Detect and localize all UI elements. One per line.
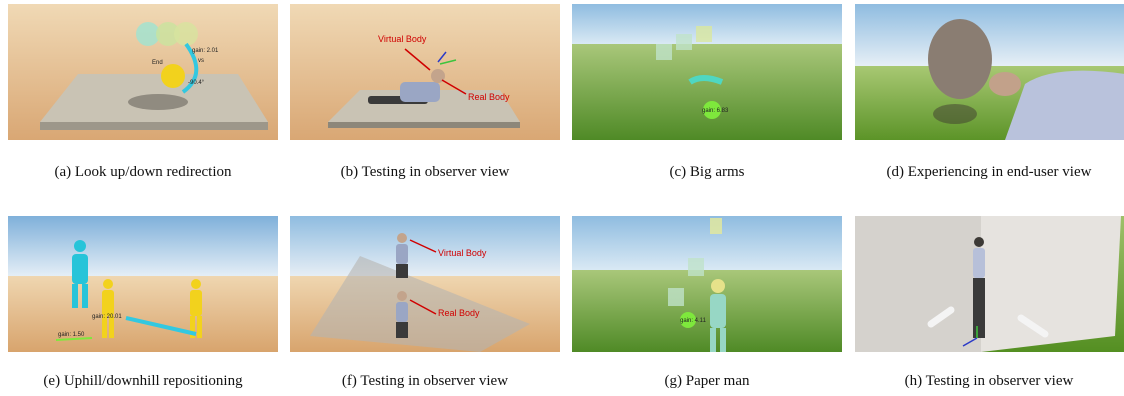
green-head-icon [680, 312, 696, 328]
real-body-label: Real Body [438, 308, 480, 318]
real-body-label: Real Body [468, 92, 510, 102]
virtual-avatar [396, 233, 408, 278]
caption-a: (a) Look up/down redirection [54, 164, 232, 180]
vs-label: vs [198, 58, 204, 64]
yellow-figure-left [102, 279, 114, 338]
gain-label: gain: 2.01 [192, 48, 219, 54]
gain-label: gain: 6.83 [702, 108, 729, 114]
wall-left [855, 216, 981, 352]
avatar-against-wall [973, 237, 985, 338]
panel-g-paper-man: gain: 4.11 [572, 216, 842, 352]
controller-right-icon [1017, 314, 1049, 338]
caption-g: (g) Paper man [664, 373, 750, 389]
gain-label-a: gain: 20.01 [92, 314, 122, 320]
virtual-body-label: Virtual Body [378, 34, 427, 44]
virtual-body-label: Virtual Body [438, 248, 487, 258]
yellow-head-icon [161, 64, 185, 88]
yellow-figure-right [190, 279, 202, 338]
green-head-icon [703, 101, 721, 119]
caption-h: (h) Testing in observer view [904, 373, 1074, 389]
real-avatar [396, 291, 408, 338]
sphere-icon [156, 22, 180, 46]
panel-c-big-arms: gain: 6.83 [572, 4, 842, 140]
panel-e-uphill-downhill: gain: 20.01 gain: 1.50 [8, 216, 278, 352]
arm-sleeve [1005, 70, 1124, 140]
caption-e: (e) Uphill/downhill repositioning [43, 373, 243, 389]
caption-c: (c) Big arms [669, 164, 745, 180]
panel-d-end-user-view [855, 4, 1124, 140]
caption-d: (d) Experiencing in end-user view [886, 164, 1092, 180]
wall-right [981, 216, 1121, 352]
paper-man-figure [710, 279, 726, 352]
lying-avatar [368, 69, 445, 104]
panel-b-observer-view: Virtual Body Real Body [290, 4, 560, 140]
cyan-figure [72, 240, 88, 308]
ramp [310, 256, 530, 352]
panel-h-observer-view [855, 216, 1124, 352]
gain-label: gain: 4.11 [680, 318, 707, 324]
end-label: End [152, 60, 163, 66]
caption-f: (f) Testing in observer view [341, 373, 509, 389]
rock-icon [928, 19, 992, 99]
caption-b: (b) Testing in observer view [340, 164, 510, 180]
panel-f-observer-view: Virtual Body Real Body [290, 216, 560, 352]
sphere-icon [174, 22, 198, 46]
gain-label-b: gain: 1.50 [58, 332, 85, 338]
panel-a-look-up-down: gain: 2.01 vs End -90.4° [8, 4, 278, 140]
angle-label: -90.4° [188, 80, 205, 86]
sphere-icon [136, 22, 160, 46]
controller-left-icon [927, 306, 955, 328]
